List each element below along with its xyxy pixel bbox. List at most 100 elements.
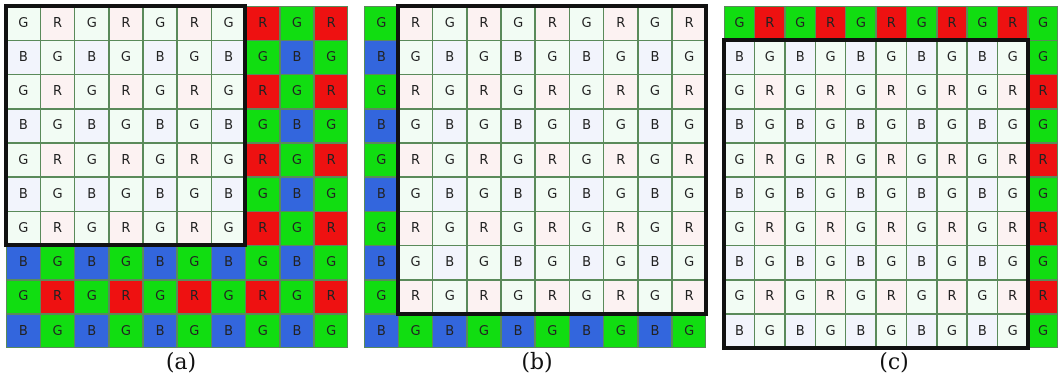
pixel-cell-r: R [671,211,707,246]
pixel-cell-r: R [177,279,212,315]
pixel-cell-r: R [466,211,502,246]
pixel-cell-g: G [784,279,816,315]
pixel-cell-r: R [313,6,349,41]
pixel-cell-g: G [6,279,41,315]
pixel-cell-g: G [1027,108,1059,144]
pixel-cell-b: B [211,177,246,212]
pixel-cell-g: G [279,211,315,246]
pixel-cell-g: G [1027,177,1059,212]
pixel-cell-b: B [966,245,998,281]
pixel-cell-r: R [875,142,907,178]
pixel-cell-g: G [211,74,246,110]
pixel-cell-g: G [815,313,846,349]
pixel-cell-b: B [966,177,998,212]
pixel-cell-g: G [142,74,178,110]
pixel-cell-r: R [398,6,433,41]
pixel-cell-r: R [997,211,1029,246]
pixel-cell-g: G [245,108,281,144]
pixel-cell-g: G [784,74,816,110]
pixel-cell-b: B [142,108,178,144]
pixel-cell-g: G [466,177,502,212]
pixel-cell-b: B [74,40,110,75]
pixel-cell-g: G [398,40,433,75]
pixel-cell-r: R [313,211,349,246]
pixel-cell-g: G [466,40,502,75]
pixel-cell-r: R [671,142,707,178]
pixel-cell-b: B [784,40,816,75]
pixel-cell-g: G [671,177,707,212]
pixel-cell-g: G [535,177,570,212]
pixel-cell-g: G [108,313,144,349]
pixel-cell-g: G [364,142,399,178]
pixel-cell-b: B [906,108,938,144]
pixel-cell-g: G [177,177,212,212]
pixel-cell-g: G [40,108,75,144]
pixel-cell-r: R [603,6,639,41]
pixel-cell-g: G [313,245,349,281]
pixel-cell-g: G [906,142,938,178]
pixel-cell-b: B [279,313,315,349]
pixel-cell-b: B [784,108,816,144]
pixel-cell-r: R [245,74,281,110]
pixel-cell-g: G [815,245,846,281]
pixel-cell-g: G [754,108,786,144]
pixel-cell-b: B [500,245,536,281]
pixel-cell-b: B [279,245,315,281]
pixel-cell-b: B [74,177,110,212]
pixel-cell-r: R [245,142,281,178]
pixel-cell-r: R [177,6,212,41]
pixel-cell-g: G [671,313,707,349]
pixel-cell-g: G [875,177,907,212]
pixel-cell-g: G [637,211,673,246]
pixel-cell-g: G [845,74,877,110]
pixel-cell-g: G [997,108,1029,144]
pixel-cell-r: R [875,74,907,110]
pixel-cell-g: G [6,6,41,41]
pixel-cell-g: G [466,108,502,144]
pixel-cell-g: G [313,313,349,349]
pixel-cell-g: G [432,142,468,178]
pixel-cell-b: B [724,313,755,349]
pixel-cell-b: B [637,40,673,75]
pixel-cell-b: B [211,40,246,75]
pixel-cell-g: G [535,108,570,144]
pixel-cell-r: R [671,74,707,110]
pixel-cell-g: G [398,245,433,281]
pixel-cell-g: G [500,279,536,315]
pixel-cell-g: G [313,177,349,212]
pixel-cell-r: R [603,142,639,178]
pixel-cell-g: G [245,177,281,212]
pixel-cell-g: G [211,211,246,246]
pixel-cell-g: G [966,279,998,315]
pixel-cell-g: G [936,313,968,349]
pixel-cell-r: R [754,142,786,178]
pixel-cell-r: R [40,142,75,178]
pixel-cell-r: R [466,142,502,178]
pixel-cell-b: B [845,313,877,349]
pixel-cell-r: R [535,142,570,178]
pixel-cell-g: G [569,6,604,41]
pixel-cell-g: G [6,142,41,178]
pixel-cell-r: R [815,211,846,246]
pixel-cell-g: G [784,211,816,246]
pixel-cell-b: B [364,40,399,75]
pixel-cell-r: R [108,142,144,178]
pixel-cell-b: B [845,108,877,144]
pixel-cell-b: B [906,313,938,349]
pixel-cell-r: R [313,142,349,178]
pixel-cell-r: R [40,6,75,41]
pixel-cell-g: G [279,74,315,110]
pixel-cell-g: G [603,177,639,212]
pixel-cell-b: B [364,245,399,281]
pixel-cell-g: G [535,313,570,349]
pixel-cell-g: G [936,245,968,281]
pixel-cell-b: B [784,177,816,212]
pixel-cell-g: G [40,177,75,212]
pixel-cell-r: R [754,74,786,110]
pixel-cell-g: G [1027,313,1059,349]
pixel-cell-g: G [569,211,604,246]
pixel-cell-g: G [754,177,786,212]
pixel-cell-g: G [279,142,315,178]
pixel-cell-g: G [364,279,399,315]
